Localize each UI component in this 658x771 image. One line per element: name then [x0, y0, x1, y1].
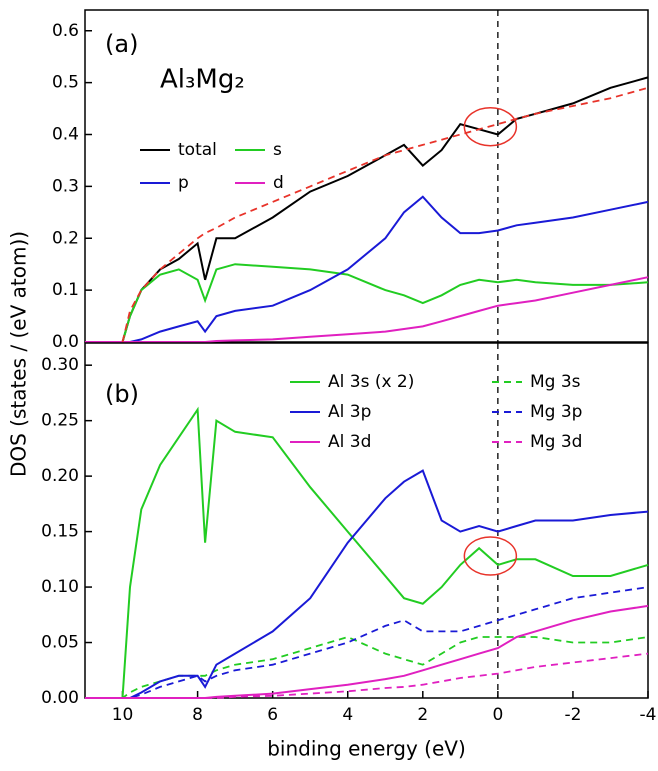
legend-label: s — [273, 140, 282, 160]
series-line — [85, 76, 649, 343]
y-tick-label: 0.5 — [52, 73, 79, 93]
y-tick-label: 0.20 — [41, 466, 79, 486]
y-tick-label: 0.25 — [41, 411, 79, 431]
y-tick-label: 0.00 — [41, 688, 79, 708]
y-tick-label: 0.1 — [52, 280, 79, 300]
x-tick-label: 8 — [192, 705, 203, 725]
x-tick-label: -4 — [640, 705, 657, 725]
legend-label: Al 3s (x 2) — [328, 372, 414, 392]
legend-label: Al 3p — [328, 402, 371, 422]
x-tick-label: 2 — [417, 705, 428, 725]
legend-label: Mg 3d — [530, 432, 582, 452]
legend-label: p — [178, 173, 189, 193]
y-tick-label: 0.4 — [52, 125, 79, 145]
legend-label: Al 3d — [328, 432, 371, 452]
x-tick-label: 0 — [492, 705, 503, 725]
y-tick-label: 0.10 — [41, 577, 79, 597]
annotation: Al₃Mg₂ — [160, 65, 245, 95]
highlight-ellipse — [463, 536, 518, 576]
x-axis-label: binding energy (eV) — [267, 737, 466, 761]
x-tick-label: 4 — [342, 705, 353, 725]
x-tick-label: 10 — [112, 705, 134, 725]
y-tick-label: 0.15 — [41, 522, 79, 542]
x-tick-label: 6 — [267, 705, 278, 725]
legend-label: Mg 3p — [530, 402, 582, 422]
y-tick-label: 0.2 — [52, 228, 79, 248]
x-tick-label: -2 — [564, 705, 581, 725]
y-tick-label: 0.6 — [52, 21, 79, 41]
y-tick-label: 0.30 — [41, 355, 79, 375]
series-line — [85, 406, 649, 699]
legend-label: d — [273, 173, 284, 193]
y-tick-label: 0.0 — [52, 332, 79, 352]
plot-frame — [84, 9, 649, 343]
y-tick-label: 0.05 — [41, 633, 79, 653]
series-line — [85, 263, 649, 343]
series-line — [85, 195, 649, 343]
highlight-ellipse — [463, 106, 518, 147]
legend-label: Mg 3s — [530, 372, 581, 392]
y-tick-label: 0.3 — [52, 176, 79, 196]
series-line — [85, 652, 649, 699]
series-line — [85, 469, 649, 699]
plot-frame — [84, 342, 649, 699]
series-line — [85, 586, 649, 699]
series-line — [85, 276, 649, 343]
annotation: (b) — [105, 380, 139, 408]
series-line — [121, 86, 649, 343]
annotation: (a) — [105, 30, 138, 58]
y-axis-label: DOS (states / (eV atom)) — [7, 231, 31, 477]
legend-label: total — [178, 140, 217, 160]
